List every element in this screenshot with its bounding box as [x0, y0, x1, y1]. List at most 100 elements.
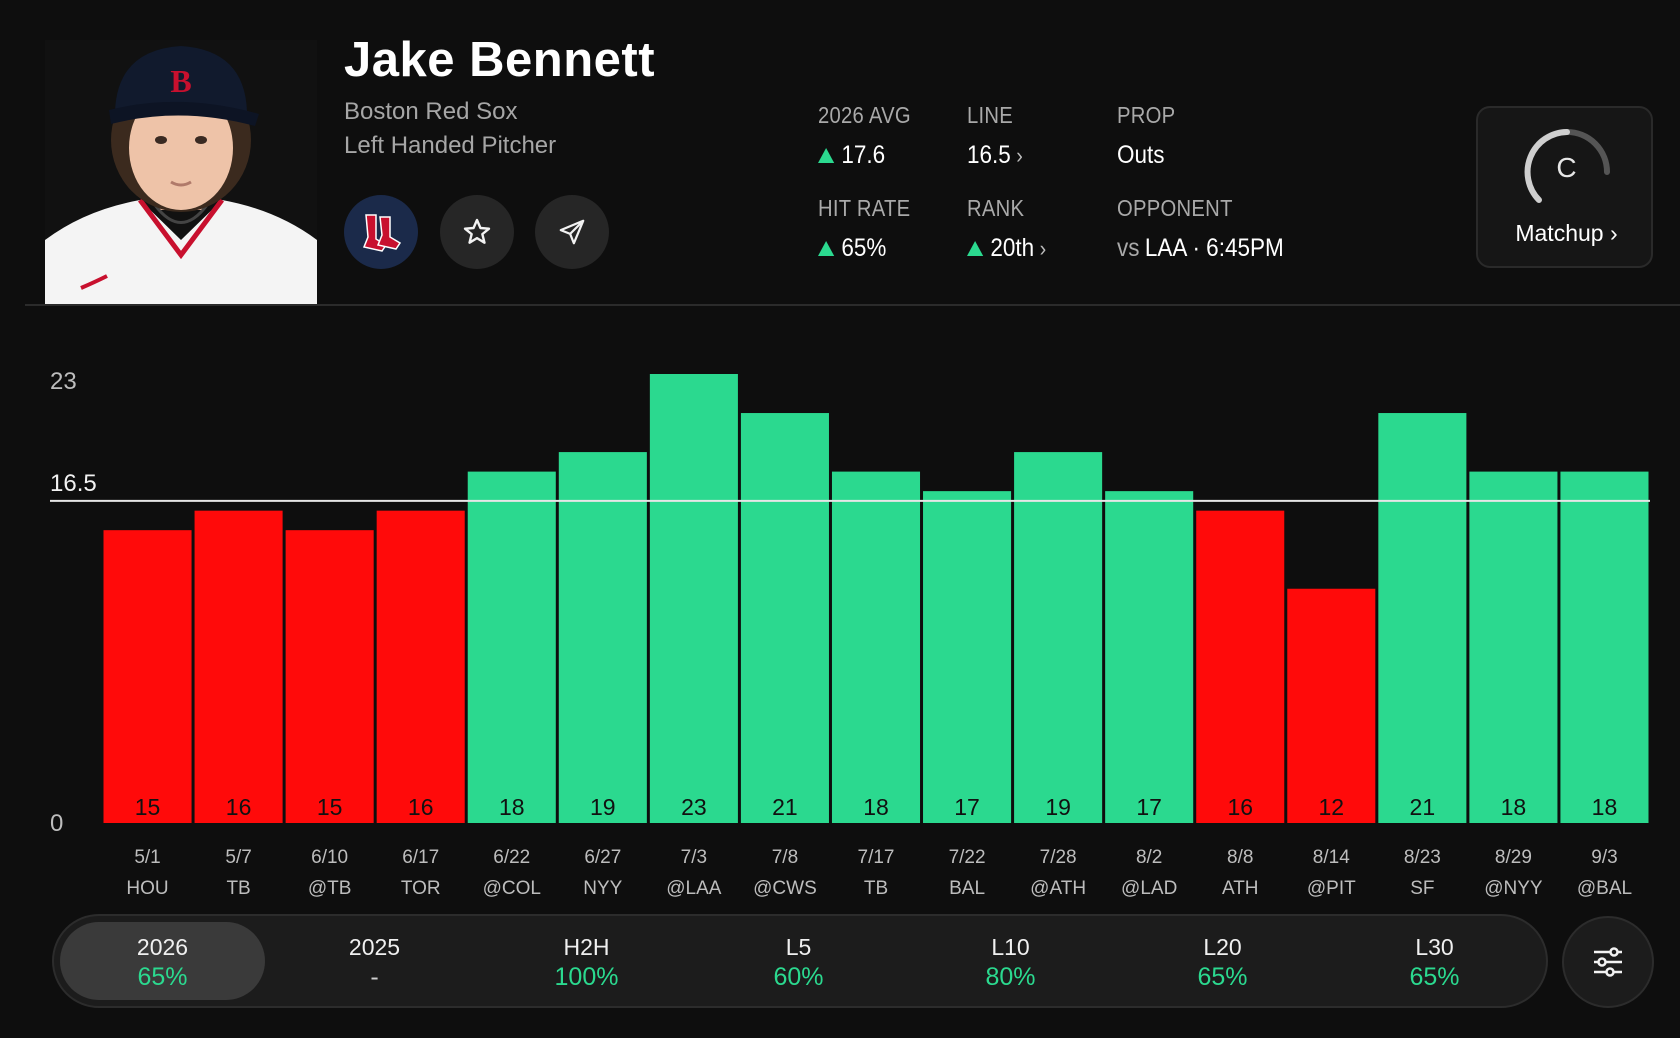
bar-7/28 [1014, 452, 1103, 823]
stat-value: 16.5 [967, 141, 1011, 169]
bar-value-label: 21 [772, 794, 798, 820]
filter-tab-l20[interactable]: L20 65% [1120, 922, 1325, 1000]
bar-6/10 [285, 530, 374, 823]
filter-label: L5 [785, 934, 812, 960]
filter-label: L10 [991, 934, 1030, 960]
x-opponent-label: @BAL [1577, 878, 1632, 899]
bar-value-label: 18 [1501, 794, 1527, 820]
stat-label: LINE [967, 102, 1014, 128]
bar-value-label: 15 [135, 794, 161, 820]
filter-label: H2H [563, 934, 610, 960]
bar-value-label: 15 [317, 794, 343, 820]
bar-value-label: 16 [1227, 794, 1253, 820]
x-date-label: 6/10 [311, 847, 348, 868]
filter-tab-l5[interactable]: L5 60% [696, 922, 901, 1000]
bar-5/1 [103, 530, 192, 823]
x-opponent-label: NYY [583, 878, 622, 899]
stat-rank[interactable]: RANK 20th › [967, 195, 1117, 263]
bar-value-label: 16 [226, 794, 252, 820]
bar-value-label: 19 [590, 794, 616, 820]
x-date-label: 8/14 [1313, 847, 1350, 868]
x-opponent-label: BAL [949, 878, 985, 899]
bar-6/17 [376, 510, 465, 823]
sliders-icon [1594, 947, 1622, 977]
bar-8/8 [1196, 510, 1285, 823]
stat-value: 65% [841, 234, 887, 262]
filter-hit-rate: 65% [137, 963, 188, 991]
up-arrow-icon [818, 241, 835, 256]
x-date-label: 6/17 [402, 847, 439, 868]
filter-tab-2025[interactable]: 2025 - [272, 922, 477, 1000]
matchup-grade: C [1556, 152, 1577, 183]
bar-value-label: 18 [499, 794, 525, 820]
filter-tab-2026[interactable]: 2026 65% [60, 922, 265, 1000]
y-tick-label: 23 [50, 368, 77, 395]
x-opponent-label: TOR [401, 878, 441, 899]
bar-7/17 [831, 471, 921, 823]
x-date-label: 5/7 [225, 847, 251, 868]
bar-8/2 [1105, 491, 1194, 823]
filter-label: L20 [1203, 934, 1242, 960]
share-button[interactable] [535, 195, 609, 269]
bar-6/27 [558, 452, 647, 823]
stat-hit-rate: HIT RATE 65% [818, 195, 968, 263]
up-arrow-icon [818, 148, 835, 163]
chevron-right-icon: › [1039, 235, 1047, 261]
filter-hit-rate: - [370, 963, 379, 991]
matchup-gauge-icon [1524, 129, 1610, 215]
filter-tab-l30[interactable]: L30 65% [1332, 922, 1537, 1000]
bar-9/3 [1560, 471, 1649, 823]
team-logo-button[interactable] [344, 195, 418, 269]
filter-label: 2026 [136, 934, 189, 960]
star-icon [463, 218, 491, 244]
filter-tab-h2h[interactable]: H2H 100% [484, 922, 689, 1000]
x-opponent-label: HOU [126, 878, 168, 899]
y-tick-label: 0 [50, 810, 63, 837]
x-date-label: 7/3 [681, 847, 707, 868]
stat-value: Outs [1117, 141, 1165, 169]
stat-label: 2026 AVG [818, 102, 911, 128]
x-opponent-label: @LAD [1121, 878, 1177, 899]
x-opponent-label: @ATH [1030, 878, 1086, 899]
x-date-label: 8/23 [1404, 847, 1441, 868]
x-date-label: 6/22 [493, 847, 530, 868]
bar-value-label: 12 [1318, 794, 1344, 820]
x-date-label: 9/3 [1591, 847, 1617, 868]
filter-tab-l10[interactable]: L10 80% [908, 922, 1113, 1000]
player-position: Left Handed Pitcher [344, 132, 557, 159]
header-divider [25, 304, 1680, 306]
x-opponent-label: @PIT [1307, 878, 1356, 899]
bar-value-label: 19 [1045, 794, 1071, 820]
favorite-button[interactable] [440, 195, 514, 269]
filter-label: 2025 [348, 934, 401, 960]
bar-8/29 [1469, 471, 1558, 823]
x-date-label: 7/17 [858, 847, 895, 868]
bar-8/23 [1378, 413, 1467, 823]
game-log-chart: 0 23 15 5/1 HOU 16 5/7 TB 15 6/10 @TB 16 6/17 TOR 18 6/… [0, 306, 1680, 916]
stat-label: HIT RATE [818, 195, 911, 221]
stat-value: LAA · 6:45PM [1144, 234, 1284, 262]
stat-line[interactable]: LINE 16.5 › [967, 102, 1117, 170]
stat-prop: PROP Outs [1117, 102, 1267, 170]
chevron-right-icon: › [1609, 220, 1618, 246]
x-opponent-label: TB [226, 878, 250, 899]
settings-button[interactable] [1562, 916, 1654, 1008]
player-name: Jake Bennett [344, 33, 656, 87]
stat-label: OPPONENT [1117, 195, 1233, 221]
filter-label: L30 [1415, 934, 1454, 960]
x-opponent-label: SF [1410, 878, 1434, 899]
red-sox-logo-icon [362, 214, 402, 252]
svg-text:B: B [170, 63, 191, 99]
bar-value-label: 23 [681, 794, 707, 820]
x-opponent-label: TB [864, 878, 888, 899]
stat-label: PROP [1117, 102, 1176, 128]
bar-7/3 [649, 374, 738, 823]
up-arrow-icon [967, 241, 984, 256]
x-opponent-label: ATH [1222, 878, 1259, 899]
bar-chart: 0 23 15 5/1 HOU 16 5/7 TB 15 6/10 @TB 16 6/17 TOR 18 6/… [50, 368, 1650, 899]
x-date-label: 8/29 [1495, 847, 1532, 868]
matchup-card[interactable]: C Matchup › [1476, 106, 1653, 268]
x-date-label: 8/8 [1227, 847, 1253, 868]
opponent-prefix: vs [1117, 234, 1140, 262]
stat-label: RANK [967, 195, 1025, 221]
